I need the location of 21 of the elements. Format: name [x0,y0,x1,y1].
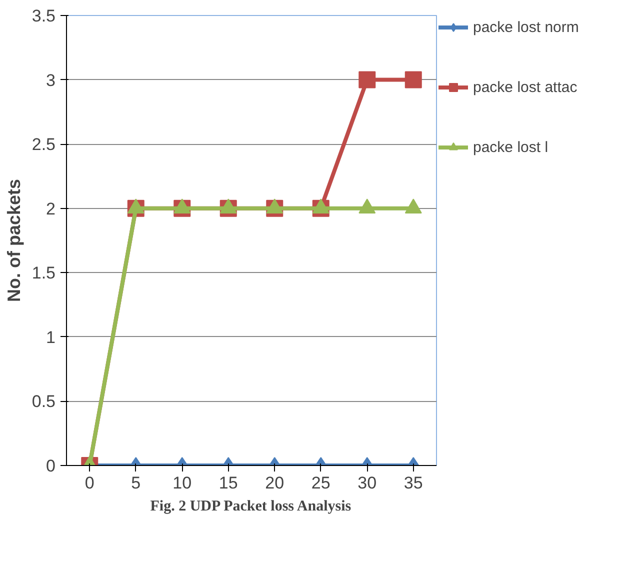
y-tick-label: 2 [46,199,56,218]
x-tick-label: 15 [218,474,238,492]
x-tick-label: 30 [358,474,377,492]
x-tick-label: 5 [131,474,141,492]
legend-label: packe lost attac [473,78,578,96]
x-tick-label: 20 [265,474,284,492]
y-tick-label: 2.5 [32,135,56,154]
x-tick-label: 35 [404,474,423,492]
y-axis-title: No. of packets [4,178,24,302]
x-tick-label: 0 [84,474,94,492]
legend-label: packe lost l [473,138,548,156]
y-tick-label: 0 [46,456,56,476]
x-tick-label: 10 [172,474,192,492]
caption: Fig. 2 UDP Packet loss Analysis [150,498,352,514]
x-tick-label: 25 [311,474,330,492]
y-tick-label: 3 [46,70,56,90]
y-tick-label: 3.5 [32,6,56,26]
y-tick-label: 1 [46,328,56,347]
legend-label: packe lost norm [473,18,579,36]
y-tick-label: 0.5 [32,392,56,412]
y-tick-label: 1.5 [32,264,56,283]
